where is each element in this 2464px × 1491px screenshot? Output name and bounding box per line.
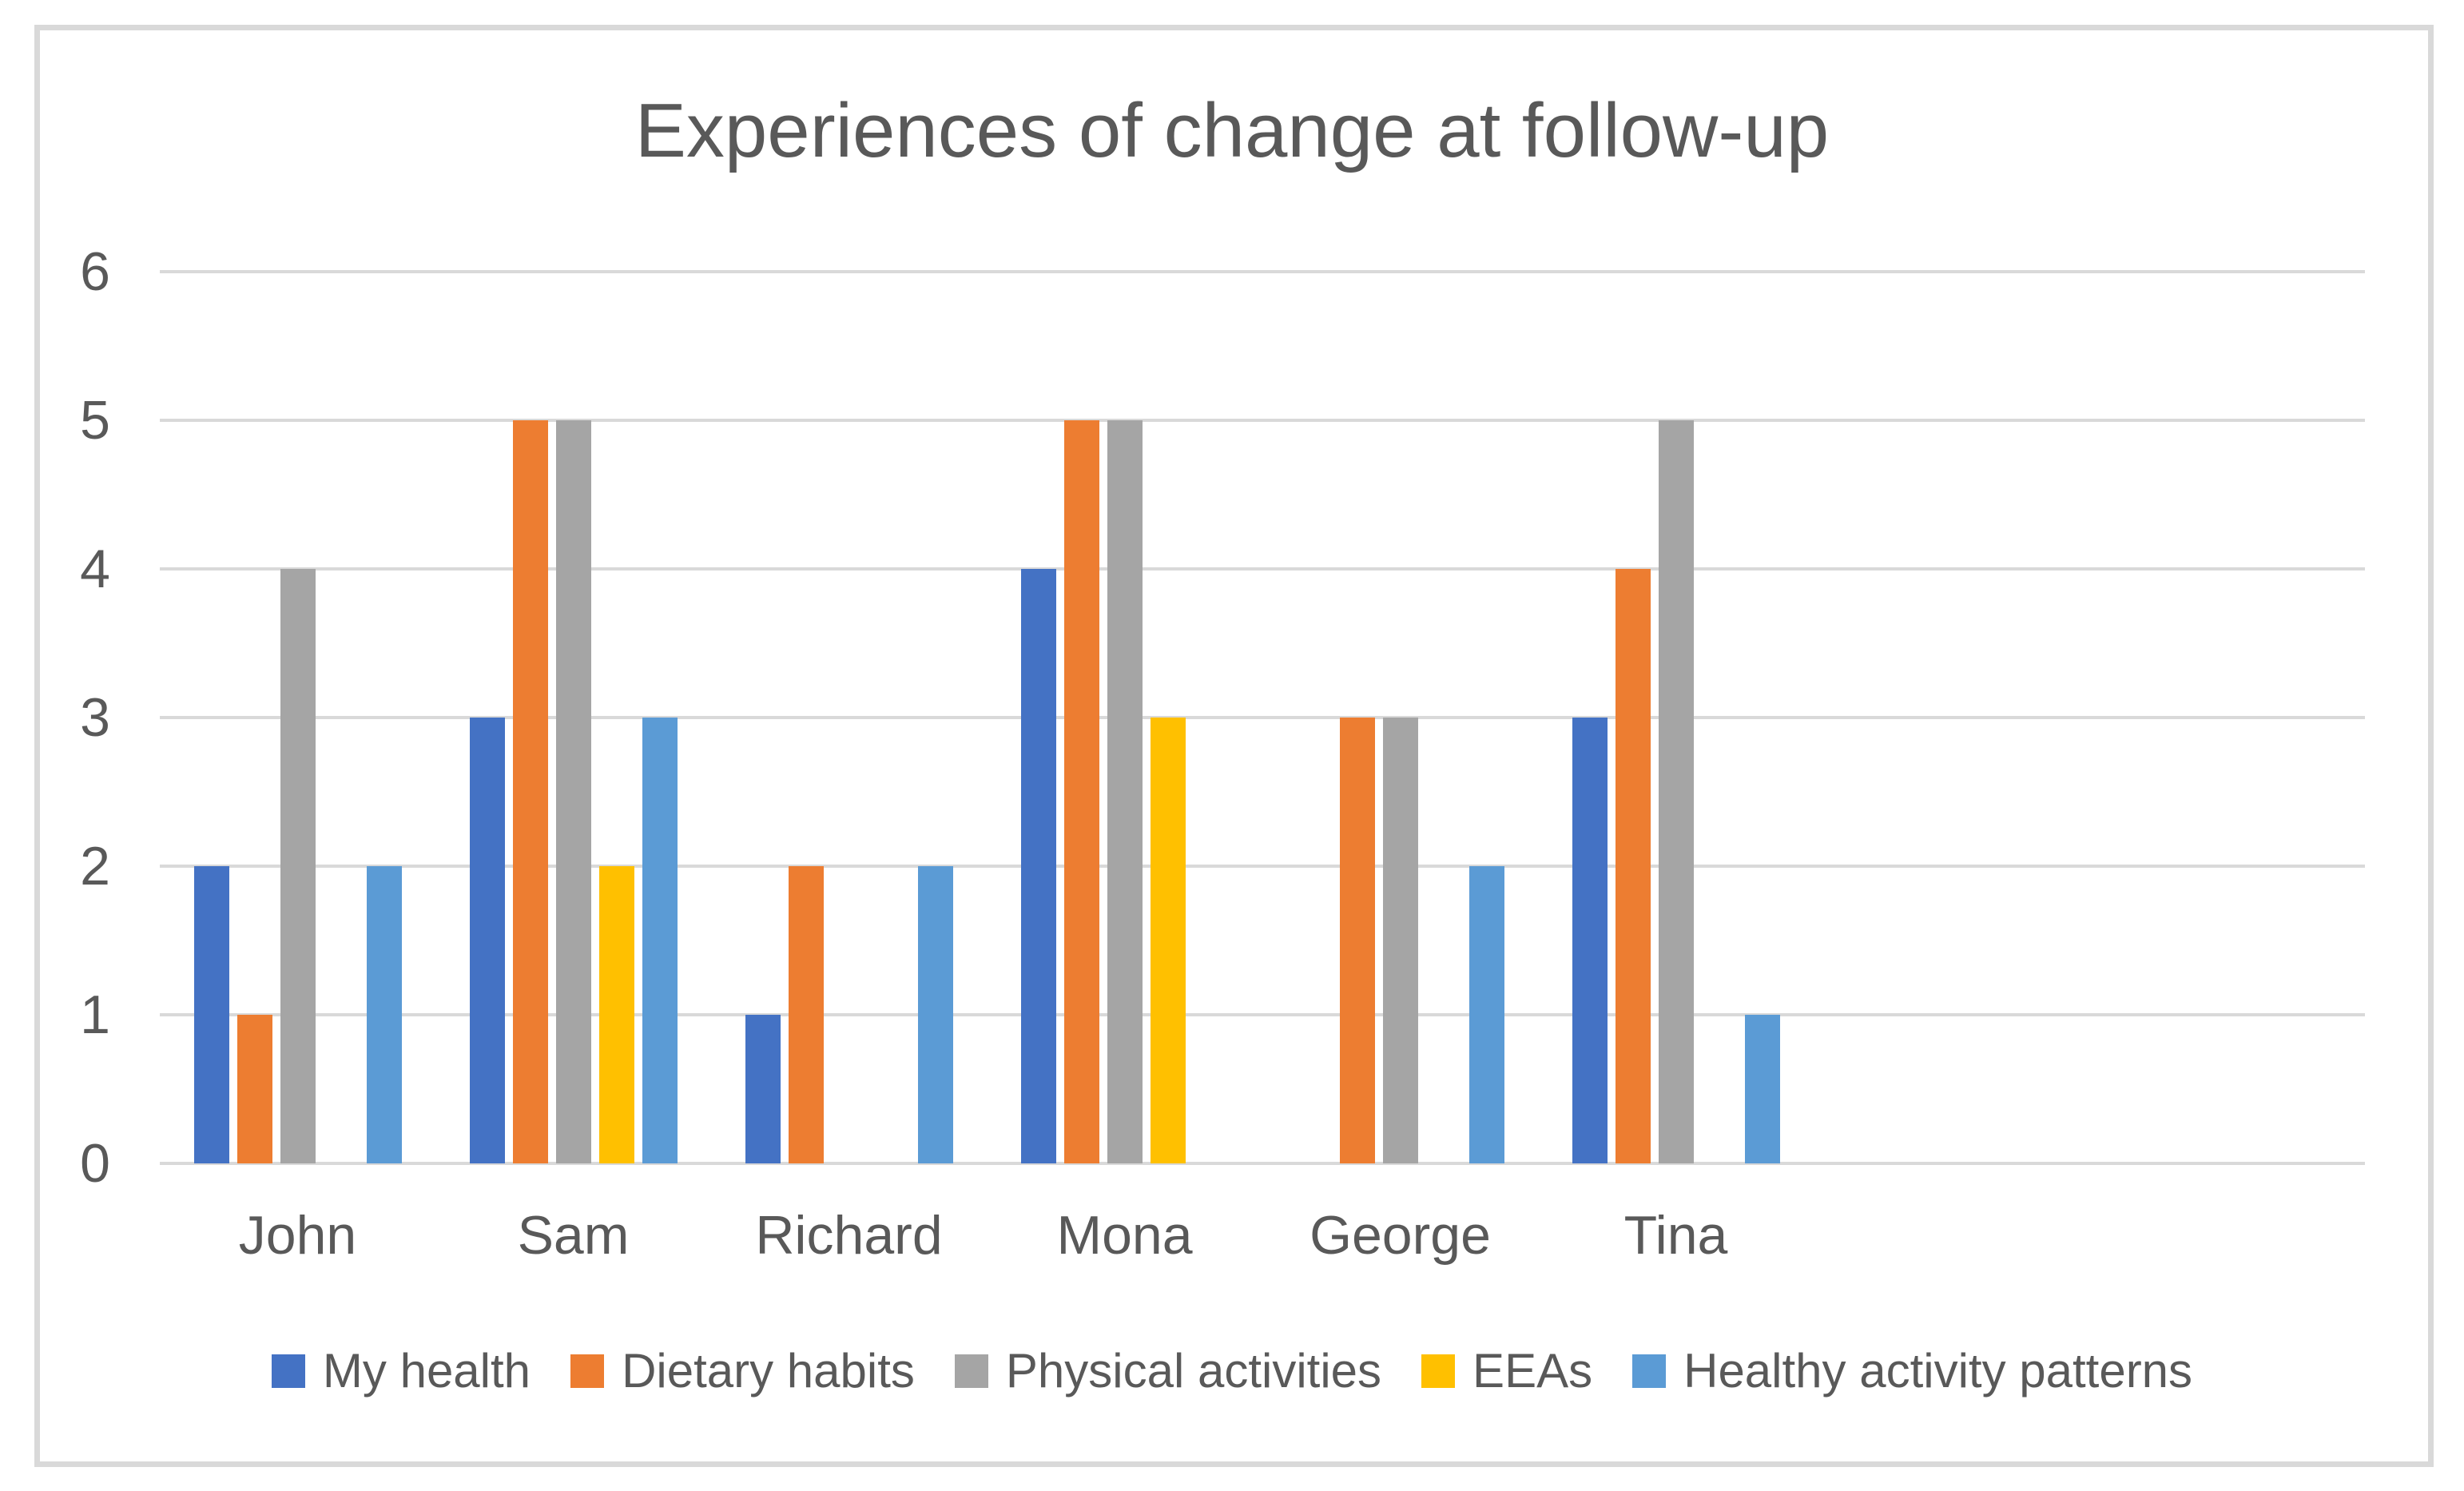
chart-legend: My health Dietary habits Physical activiti… [0, 1342, 2464, 1400]
bar-my-health [1572, 718, 1608, 1163]
legend-swatch-icon [271, 1354, 305, 1388]
bar-physical-activities [555, 420, 591, 1163]
bar-my-health [193, 866, 229, 1163]
bar-group-george [1262, 272, 1538, 1163]
bar-physical-activities [280, 569, 316, 1163]
category-label-john: John [238, 1205, 357, 1266]
bar-healthy-activity-patterns [366, 866, 402, 1163]
y-tick-label-6: 6 [80, 241, 110, 302]
x-axis-category-labels: John Sam Richard Mona George Tina [160, 1208, 2365, 1262]
legend-swatch-icon [570, 1354, 605, 1388]
bar-group-empty [2089, 272, 2365, 1163]
bar-healthy-activity-patterns [1468, 866, 1504, 1163]
category-label-richard: Richard [755, 1205, 943, 1266]
bar-group-john [160, 272, 435, 1163]
chart-title: Experiences of change at follow-up [634, 88, 1830, 173]
legend-swatch-icon [1421, 1354, 1456, 1388]
bar-healthy-activity-patterns [642, 718, 678, 1163]
y-tick-label-4: 4 [80, 539, 110, 599]
y-tick-label-5: 5 [80, 390, 110, 451]
y-tick-label-2: 2 [80, 836, 110, 897]
legend-label: EEAs [1472, 1344, 1593, 1398]
plot-area [160, 270, 2365, 1165]
legend-swatch-icon [1632, 1354, 1667, 1388]
gridline-y-0 [160, 1162, 2365, 1165]
legend-item-my-health: My health [271, 1342, 531, 1400]
bar-groups-container [160, 272, 2365, 1163]
bar-dietary-habits [1615, 569, 1651, 1163]
bar-dietary-habits [1063, 420, 1099, 1163]
category-label-empty [1814, 1208, 2089, 1262]
gridline-y-2 [160, 865, 2365, 868]
bar-group-empty [1814, 272, 2089, 1163]
bar-my-health [1020, 569, 1056, 1163]
legend-swatch-icon [954, 1354, 988, 1388]
legend-item-eeas: EEAs [1421, 1342, 1592, 1400]
category-label-empty [2089, 1208, 2365, 1262]
bar-dietary-habits [236, 1015, 272, 1163]
bar-physical-activities [1382, 718, 1418, 1163]
legend-item-healthy-activity-patterns: Healthy activity patterns [1632, 1342, 2192, 1400]
bar-group-mona [987, 272, 1262, 1163]
bar-my-health [469, 718, 505, 1163]
gridline-y-5 [160, 419, 2365, 422]
bar-eeas [1150, 718, 1186, 1163]
bar-dietary-habits [1339, 718, 1375, 1163]
category-label-mona: Mona [1056, 1205, 1193, 1266]
bar-physical-activities [1658, 420, 1694, 1163]
bar-group-sam [435, 272, 711, 1163]
bar-physical-activities [1107, 420, 1143, 1163]
gridline-y-3 [160, 716, 2365, 719]
bar-dietary-habits [512, 420, 548, 1163]
legend-item-dietary-habits: Dietary habits [570, 1342, 915, 1400]
gridline-y-4 [160, 567, 2365, 571]
gridline-y-1 [160, 1013, 2365, 1016]
legend-label: Dietary habits [622, 1344, 915, 1398]
chart-border-frame [34, 25, 2434, 1467]
bar-eeas [598, 866, 634, 1163]
y-tick-label-1: 1 [80, 984, 110, 1045]
bar-healthy-activity-patterns [917, 866, 953, 1163]
bar-dietary-habits [788, 866, 824, 1163]
legend-label: My health [322, 1344, 531, 1398]
bar-group-richard [711, 272, 987, 1163]
gridline-y-6 [160, 270, 2365, 273]
legend-item-physical-activities: Physical activities [954, 1342, 1382, 1400]
category-label-sam: Sam [517, 1205, 630, 1266]
category-label-tina: Tina [1623, 1205, 1728, 1266]
legend-label: Physical activities [1005, 1344, 1382, 1398]
bar-my-health [745, 1015, 781, 1163]
bar-healthy-activity-patterns [1744, 1015, 1780, 1163]
y-tick-label-3: 3 [80, 687, 110, 748]
bar-group-tina [1538, 272, 1814, 1163]
category-label-george: George [1309, 1205, 1491, 1266]
legend-label: Healthy activity patterns [1683, 1344, 2193, 1398]
y-tick-label-0: 0 [80, 1133, 110, 1194]
